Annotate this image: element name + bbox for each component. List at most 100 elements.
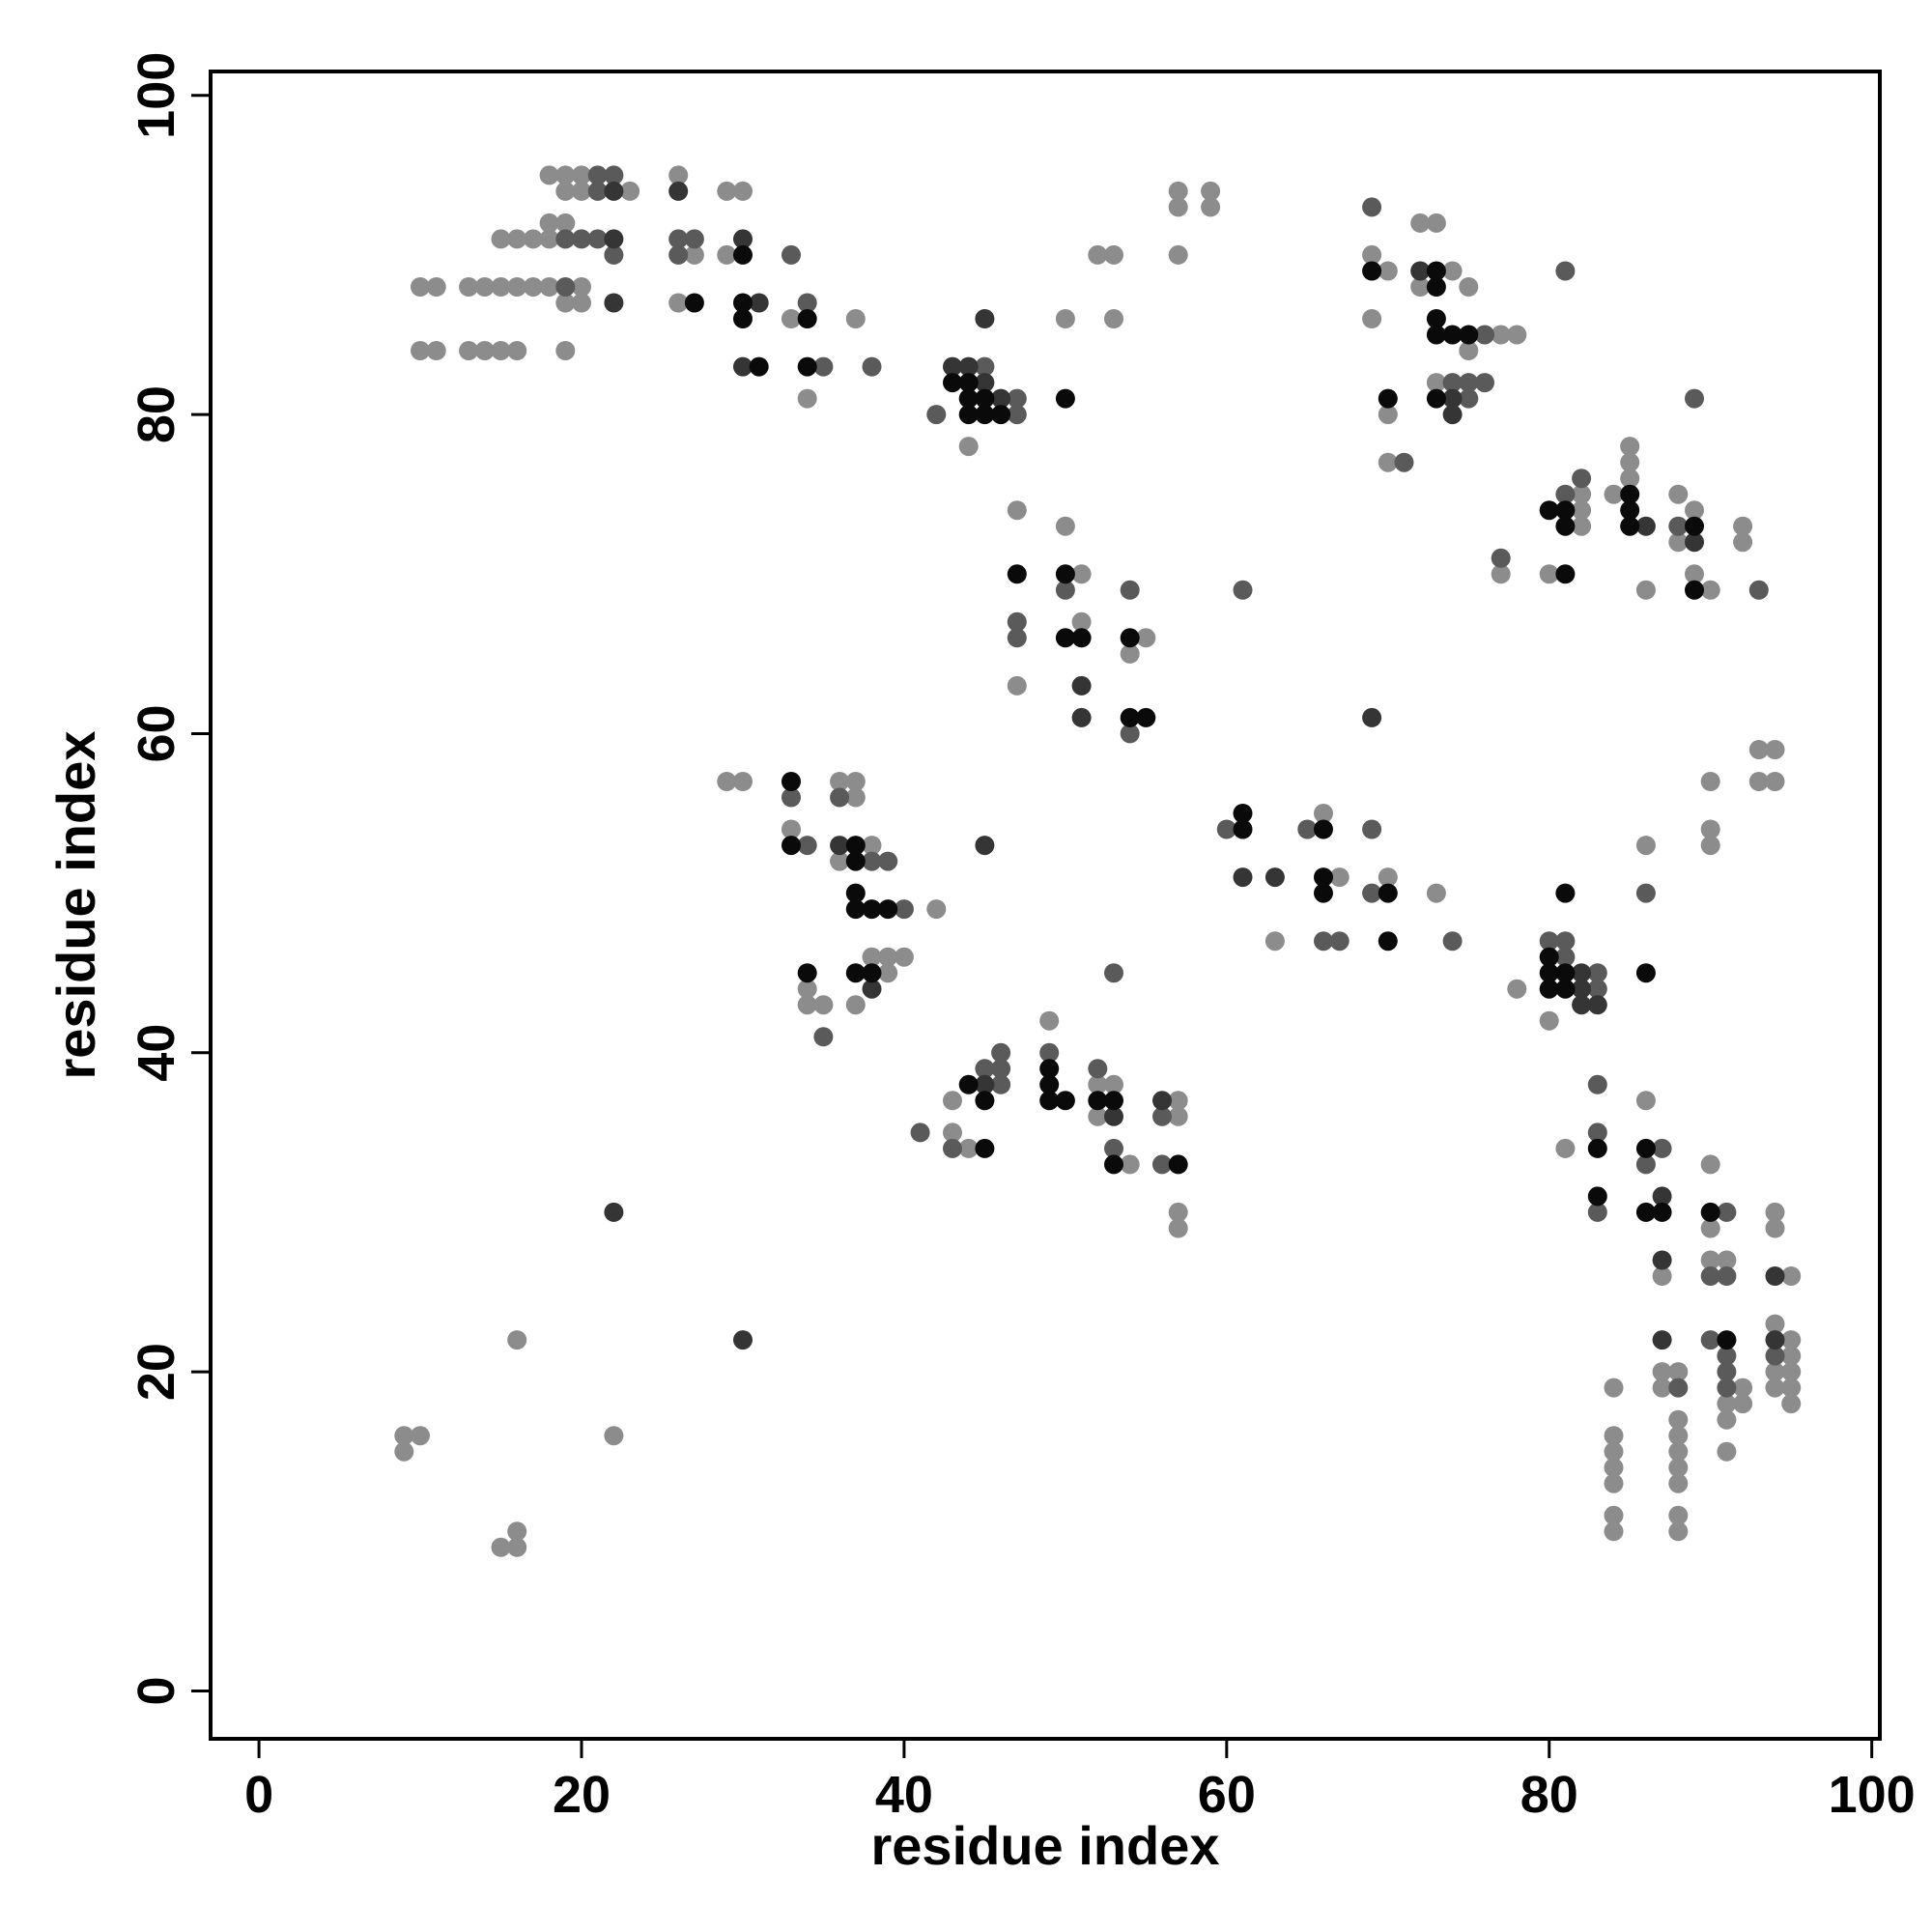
contact-point [781,819,801,839]
contact-point [781,772,801,791]
plot-frame [209,70,1882,1741]
contact-point [1426,261,1446,281]
contact-point [1572,500,1592,521]
contact-point [1362,261,1382,281]
contact-point [1620,469,1640,489]
contact-point [1555,564,1576,584]
contact-point [1491,325,1511,345]
contact-point [1410,261,1431,281]
contact-point [1700,1266,1720,1286]
contact-point [1539,500,1559,521]
contact-point [394,1441,414,1462]
contact-point [1765,1202,1785,1222]
contact-point [572,181,591,201]
contact-point [1088,1059,1108,1079]
contact-point [926,405,947,425]
contact-point [1652,1202,1672,1222]
contact-point [411,1426,430,1446]
contact-point [1620,437,1640,457]
contact-point [1264,931,1285,952]
contact-point [733,1330,753,1350]
contact-point [539,213,559,233]
contact-point [1733,1394,1753,1414]
contact-point [684,293,704,313]
contact-point [845,309,866,328]
contact-point [587,181,608,201]
contact-point [1442,373,1463,393]
contact-point [1555,963,1576,983]
contact-point [1104,1106,1123,1126]
contact-point [1039,1059,1060,1079]
contact-point [975,1074,995,1094]
contact-point [668,181,689,201]
contact-point [862,836,882,856]
contact-point [830,851,850,871]
contact-point [523,277,543,297]
contact-point [1700,836,1720,856]
x-tick-label: 20 [553,1766,611,1824]
contact-point [411,277,430,297]
contact-point [1587,995,1607,1015]
contact-point [1572,979,1592,999]
contact-point [1717,1250,1737,1270]
contact-point [604,244,624,265]
y-tick-label: 20 [128,1343,185,1401]
contact-point [1362,197,1382,217]
contact-point [1685,580,1704,600]
contact-point [1088,244,1108,265]
contact-point [1314,867,1333,888]
contact-point [1555,516,1576,536]
contact-point [1055,628,1075,648]
contact-point [1620,516,1640,536]
contact-point [797,356,817,377]
contact-point [1539,564,1559,584]
contact-point [1635,516,1656,536]
contact-point [1733,532,1753,553]
contact-point [845,851,866,871]
contact-point [1410,277,1431,297]
contact-point [958,1138,979,1158]
contact-point [523,229,543,249]
contact-point [1733,516,1753,536]
contact-point [1378,405,1398,425]
contact-point [733,244,753,265]
contact-point [1459,373,1479,393]
contact-point [1055,564,1075,584]
contact-point [1652,1330,1672,1350]
contact-point [604,181,624,201]
contact-point [797,388,817,409]
contact-point [1572,484,1592,504]
contact-point [1168,197,1188,217]
contact-point [1587,1074,1607,1094]
contact-point [1168,181,1188,201]
contact-point [1442,931,1463,952]
contact-point [958,388,979,409]
contact-point [1378,867,1398,888]
contact-point [1055,580,1075,600]
contact-point [1652,1138,1672,1158]
contact-point [975,388,995,409]
contact-point [1700,580,1720,600]
contact-point [507,229,527,249]
x-tick-label: 0 [244,1766,273,1824]
contact-point [572,277,591,297]
contact-point [1426,373,1446,393]
contact-point [975,309,995,328]
contact-point [474,277,495,297]
contact-point [555,293,576,313]
contact-point [1410,213,1431,233]
contact-point [845,899,866,920]
contact-point [394,1426,414,1446]
contact-point [797,995,817,1015]
x-axis: 0 20 40 60 80 100 [244,1737,1916,1824]
contact-point [684,229,704,249]
contact-point [1120,724,1140,744]
contact-point [975,405,995,425]
contact-point [958,356,979,377]
contact-point [813,356,834,377]
points-layer [394,165,1802,1557]
contact-point [1555,484,1576,504]
contact-point [1635,1091,1656,1111]
contact-point [749,356,769,377]
